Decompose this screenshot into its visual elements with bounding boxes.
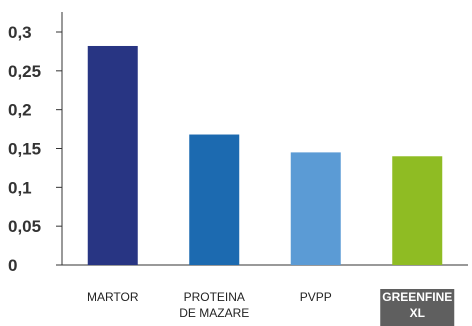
x-tick-label: GREENFINE XL	[382, 290, 452, 320]
y-tick-label: 0,3	[8, 23, 32, 42]
x-tick-label-line: XL	[410, 306, 425, 320]
bar	[290, 152, 341, 265]
bar	[189, 134, 240, 265]
x-tick-label-line: GREENFINE	[382, 290, 452, 304]
x-tick-label: PROTEINA DE MAZARE	[179, 290, 249, 320]
y-tick-label: 0,05	[8, 217, 41, 236]
x-tick-label-line: MARTOR	[87, 290, 139, 304]
y-tick-label: 0,2	[8, 101, 32, 120]
y-tick-label: 0	[8, 256, 17, 275]
x-tick-label: MARTOR	[87, 290, 139, 304]
x-tick-label-line: PVPP	[300, 290, 332, 304]
x-tick-labels: MARTOR PROTEINA DE MAZARE PVPP GREENFINE XL	[87, 289, 455, 326]
y-axis: 0 0,05 0,1 0,15 0,2 0,25 0,3	[8, 12, 63, 275]
x-tick-label: PVPP	[300, 290, 332, 304]
highlight-label-box	[380, 289, 455, 326]
y-tick-label: 0,1	[8, 178, 32, 197]
y-tick-label: 0,25	[8, 62, 41, 81]
x-tick-label-line: DE MAZARE	[179, 306, 249, 320]
x-tick-label-line: PROTEINA	[184, 290, 245, 304]
bar	[392, 156, 443, 265]
bars	[87, 45, 443, 266]
y-tick-label: 0,15	[8, 140, 41, 159]
bar	[87, 45, 138, 266]
